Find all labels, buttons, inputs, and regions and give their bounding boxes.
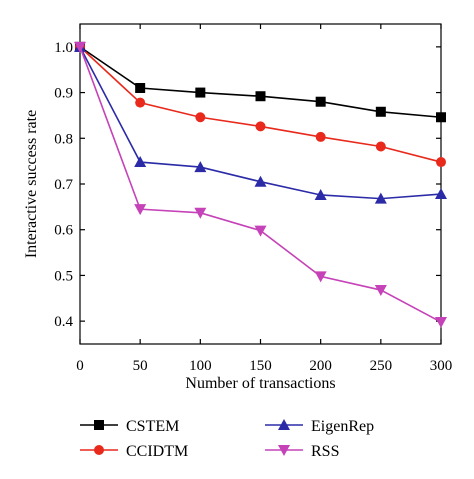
legend-marker bbox=[278, 419, 290, 430]
x-tick-label: 150 bbox=[249, 358, 272, 374]
legend-label: EigenRep bbox=[311, 418, 374, 435]
data-point-ccidtm bbox=[255, 121, 266, 132]
y-tick-label: 0.8 bbox=[54, 131, 73, 147]
legend-marker bbox=[94, 420, 104, 430]
chart-series bbox=[74, 40, 447, 329]
chart-axes: 0 50 100 150 200 250 300 0.4 0.5 0.6 0.7 0.8 0.9 1.0 N… bbox=[23, 23, 453, 392]
data-point-ccidtm bbox=[135, 97, 146, 108]
y-tick-label: 1.0 bbox=[54, 40, 73, 56]
legend-entry-ccidtm: CCIDTM bbox=[80, 443, 188, 460]
x-tick-label: 100 bbox=[189, 358, 212, 374]
series-ccidtm bbox=[75, 41, 446, 168]
data-point-cstem bbox=[135, 83, 146, 93]
legend-entry-cstem: CSTEM bbox=[80, 418, 179, 435]
data-point-cstem bbox=[255, 91, 266, 102]
x-tick-label: 50 bbox=[133, 358, 148, 374]
data-point-eigenrep bbox=[374, 192, 387, 204]
legend-marker bbox=[278, 445, 290, 456]
y-tick-label: 0.6 bbox=[54, 223, 73, 239]
legend-entry-rss: RSS bbox=[265, 443, 339, 460]
series-cstem bbox=[75, 41, 446, 123]
data-point-rss bbox=[374, 285, 387, 297]
series-rss bbox=[74, 41, 447, 329]
x-tick-label: 200 bbox=[309, 358, 332, 374]
chart-legend: CSTEM CCIDTM EigenRep RSS bbox=[80, 418, 374, 460]
legend-label: CSTEM bbox=[126, 418, 179, 435]
legend-marker bbox=[94, 445, 104, 455]
x-tick-label: 0 bbox=[76, 358, 84, 374]
data-point-eigenrep bbox=[435, 188, 447, 200]
y-tick-label: 0.5 bbox=[54, 268, 73, 284]
data-point-cstem bbox=[436, 112, 446, 123]
x-tick-label: 300 bbox=[430, 358, 453, 374]
data-point-cstem bbox=[375, 106, 386, 117]
data-point-rss bbox=[254, 225, 267, 237]
data-point-ccidtm bbox=[315, 131, 326, 142]
y-tick-label: 0.4 bbox=[54, 314, 73, 330]
series-line-cstem bbox=[79, 46, 442, 119]
data-point-ccidtm bbox=[436, 157, 446, 168]
data-point-rss bbox=[74, 41, 86, 53]
data-point-eigenrep bbox=[194, 161, 207, 173]
data-point-ccidtm bbox=[195, 112, 206, 123]
data-point-rss bbox=[314, 271, 327, 283]
data-point-rss bbox=[194, 207, 207, 219]
data-point-eigenrep bbox=[134, 156, 147, 168]
data-point-cstem bbox=[195, 87, 206, 98]
legend-entry-eigenrep: EigenRep bbox=[265, 418, 374, 435]
data-point-rss bbox=[435, 317, 447, 329]
data-point-rss bbox=[134, 204, 147, 216]
data-point-eigenrep bbox=[314, 188, 327, 200]
y-tick-label: 0.9 bbox=[54, 86, 73, 102]
y-tick-label: 0.7 bbox=[54, 177, 73, 193]
data-point-cstem bbox=[315, 96, 326, 107]
data-point-ccidtm bbox=[375, 141, 386, 152]
series-line-ccidtm bbox=[79, 46, 442, 163]
x-axis-title: Number of transactions bbox=[185, 375, 335, 392]
legend-label: CCIDTM bbox=[126, 443, 188, 460]
x-tick-label: 250 bbox=[370, 358, 393, 374]
data-point-eigenrep bbox=[254, 175, 267, 187]
y-axis-title: Interactive success rate bbox=[23, 110, 40, 258]
legend-label: RSS bbox=[311, 443, 339, 460]
